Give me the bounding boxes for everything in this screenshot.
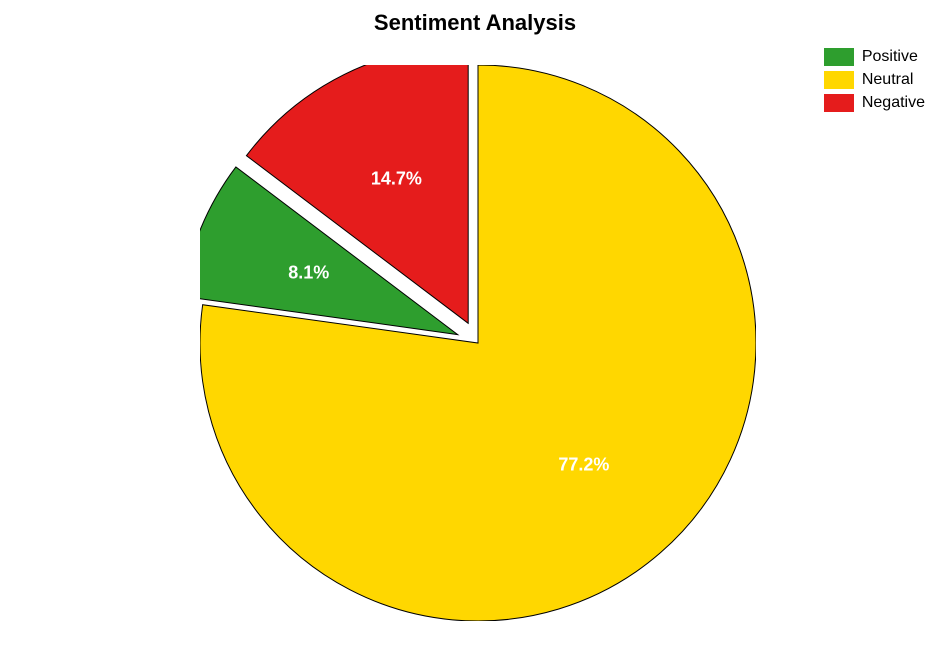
legend-item-neutral: Neutral	[824, 71, 925, 89]
legend: Positive Neutral Negative	[824, 48, 925, 117]
slice-label-negative: 14.7%	[371, 168, 422, 189]
legend-label: Neutral	[862, 71, 914, 89]
legend-swatch	[824, 48, 854, 66]
slice-label-positive: 8.1%	[288, 262, 329, 283]
legend-item-positive: Positive	[824, 48, 925, 66]
chart-title: Sentiment Analysis	[374, 10, 576, 36]
legend-label: Negative	[862, 94, 925, 112]
slice-label-neutral: 77.2%	[558, 454, 609, 475]
legend-swatch	[824, 94, 854, 112]
legend-label: Positive	[862, 48, 918, 66]
pie-chart	[200, 65, 756, 621]
legend-item-negative: Negative	[824, 94, 925, 112]
legend-swatch	[824, 71, 854, 89]
